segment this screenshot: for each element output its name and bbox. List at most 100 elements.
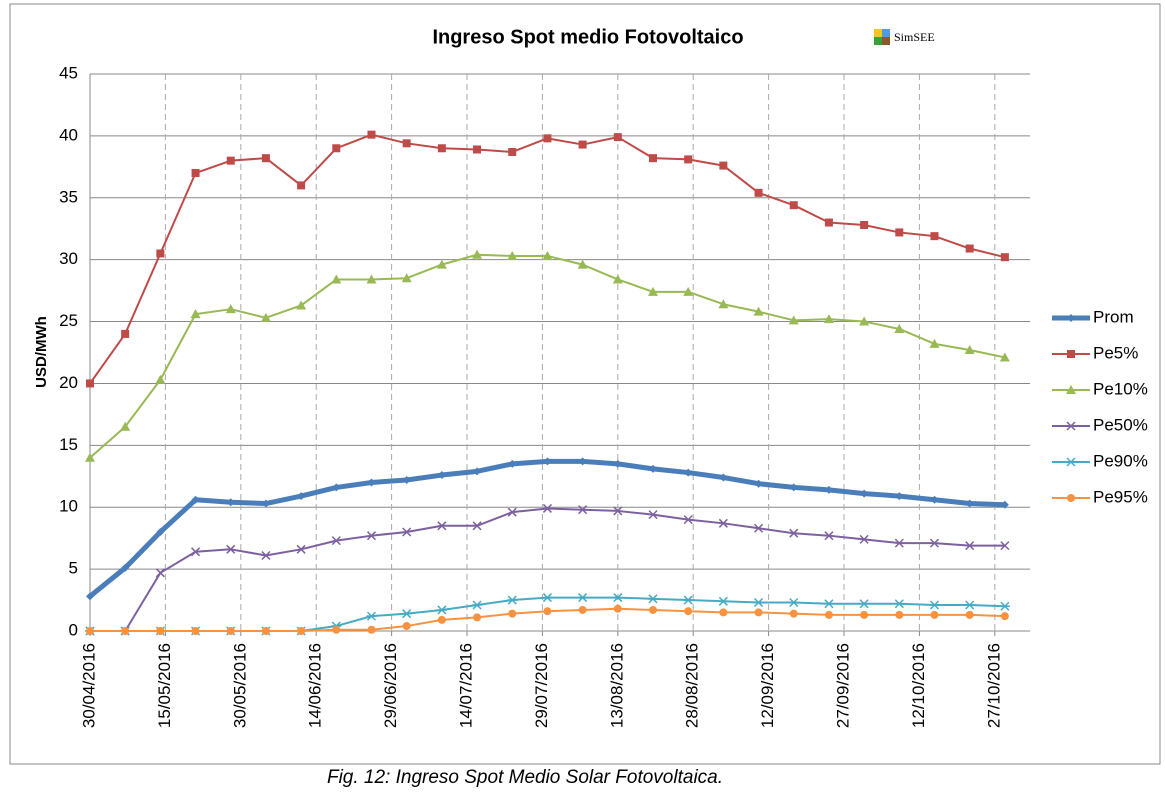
- marker: [648, 154, 657, 163]
- marker: [930, 610, 939, 619]
- marker: [226, 498, 235, 507]
- marker: [824, 218, 833, 227]
- marker: [156, 249, 165, 258]
- marker: [296, 300, 307, 310]
- marker: [683, 595, 694, 605]
- marker: [859, 316, 870, 326]
- marker: [1067, 350, 1075, 358]
- x-tick-label: 29/07/2016: [532, 643, 551, 728]
- marker: [367, 625, 376, 634]
- marker: [543, 607, 552, 616]
- marker: [297, 627, 306, 635]
- logo-square: [882, 29, 890, 37]
- marker: [402, 622, 411, 631]
- y-tick-label: 45: [59, 63, 78, 82]
- marker: [789, 201, 798, 210]
- marker: [930, 232, 939, 241]
- marker: [366, 274, 377, 284]
- marker: [296, 544, 306, 554]
- marker: [86, 379, 94, 388]
- marker: [613, 506, 623, 516]
- marker: [1066, 421, 1076, 431]
- marker: [894, 538, 904, 548]
- marker: [121, 563, 130, 572]
- marker: [226, 544, 236, 554]
- marker: [718, 299, 729, 309]
- marker: [261, 627, 270, 635]
- x-tick-label: 13/08/2016: [607, 643, 626, 728]
- marker: [612, 593, 623, 603]
- marker: [402, 139, 411, 148]
- marker: [1067, 494, 1075, 502]
- x-tick-label: 14/07/2016: [456, 643, 475, 728]
- marker: [1000, 612, 1009, 621]
- marker: [542, 250, 553, 260]
- marker: [1000, 541, 1010, 551]
- y-tick-label: 20: [59, 373, 78, 392]
- marker: [683, 286, 694, 296]
- marker: [472, 600, 483, 610]
- marker: [612, 274, 623, 284]
- marker: [613, 604, 622, 613]
- marker: [964, 600, 975, 610]
- y-tick-label: 5: [69, 559, 78, 578]
- marker: [894, 599, 905, 609]
- marker: [121, 627, 130, 635]
- marker: [86, 592, 94, 601]
- marker: [753, 598, 764, 608]
- marker: [789, 609, 798, 618]
- marker: [719, 161, 728, 170]
- marker: [261, 154, 270, 163]
- marker: [929, 338, 940, 348]
- marker: [753, 306, 764, 316]
- marker: [684, 468, 693, 477]
- chart-frame: [9, 3, 1161, 765]
- marker: [578, 605, 587, 614]
- marker: [85, 452, 95, 462]
- caption: Fig. 12: Ingreso Spot Medio Solar Fotovo…: [327, 767, 723, 788]
- marker: [965, 499, 974, 508]
- chart-title: Ingreso Spot medio Fotovoltaico: [432, 26, 743, 48]
- marker: [929, 538, 940, 548]
- marker: [260, 312, 271, 322]
- marker: [718, 518, 728, 528]
- logo-square: [874, 29, 882, 37]
- marker: [507, 250, 518, 260]
- marker: [191, 495, 200, 504]
- marker: [788, 598, 799, 608]
- marker: [156, 627, 165, 635]
- marker: [437, 521, 447, 531]
- marker: [894, 323, 905, 333]
- marker: [507, 595, 518, 605]
- marker: [191, 169, 200, 178]
- marker: [225, 304, 236, 314]
- logo-square: [882, 37, 890, 45]
- legend-label: Pe5%: [1093, 343, 1138, 362]
- marker: [788, 315, 799, 325]
- x-tick-label: 27/09/2016: [833, 643, 852, 728]
- marker: [472, 249, 483, 259]
- x-tick-label: 30/04/2016: [79, 643, 98, 728]
- marker: [507, 507, 517, 517]
- marker: [859, 534, 869, 544]
- x-tick-label: 28/08/2016: [683, 643, 702, 728]
- marker: [648, 464, 657, 473]
- marker: [647, 594, 658, 604]
- marker: [473, 613, 482, 622]
- legend-label: Prom: [1093, 307, 1134, 326]
- marker: [331, 274, 342, 284]
- marker: [719, 608, 728, 617]
- marker: [895, 610, 904, 619]
- legend-label: Pe90%: [1093, 451, 1148, 470]
- marker: [332, 483, 341, 492]
- marker: [508, 147, 517, 156]
- marker: [542, 503, 552, 513]
- marker: [436, 259, 447, 269]
- series: [86, 604, 1009, 635]
- x-tick-label: 14/06/2016: [306, 643, 325, 728]
- marker: [683, 515, 693, 525]
- marker: [366, 531, 377, 541]
- marker: [473, 467, 482, 476]
